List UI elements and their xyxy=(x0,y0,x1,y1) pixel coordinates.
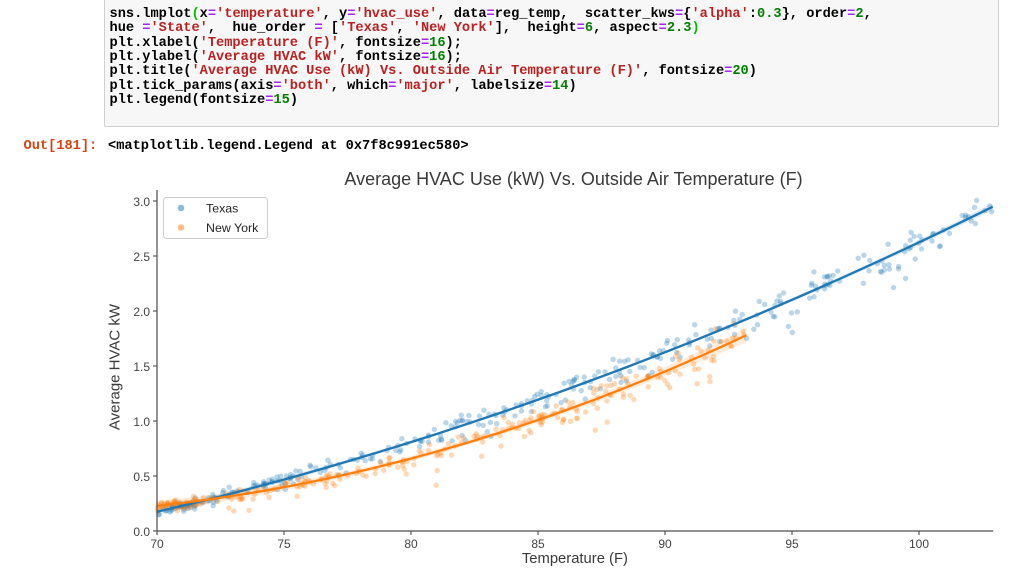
svg-text:80: 80 xyxy=(404,537,418,551)
svg-text:2.5: 2.5 xyxy=(133,250,150,264)
svg-text:New York: New York xyxy=(206,221,259,235)
svg-text:100: 100 xyxy=(909,537,929,551)
svg-text:70: 70 xyxy=(150,537,164,551)
svg-text:Temperature (F): Temperature (F) xyxy=(522,551,628,567)
svg-text:85: 85 xyxy=(531,537,545,551)
svg-text:1.5: 1.5 xyxy=(133,360,150,374)
svg-text:95: 95 xyxy=(785,537,799,551)
svg-text:Texas: Texas xyxy=(206,202,238,216)
svg-text:1.0: 1.0 xyxy=(133,415,150,429)
svg-text:2.0: 2.0 xyxy=(133,305,150,319)
svg-text:90: 90 xyxy=(658,537,672,551)
svg-text:75: 75 xyxy=(277,537,291,551)
svg-text:Average HVAC Use (kW) Vs. Outs: Average HVAC Use (kW) Vs. Outside Air Te… xyxy=(344,169,802,189)
svg-text:3.0: 3.0 xyxy=(133,195,150,209)
svg-text:0.5: 0.5 xyxy=(133,470,150,484)
svg-text:0.0: 0.0 xyxy=(133,525,150,539)
svg-text:Average HVAC kW: Average HVAC kW xyxy=(107,303,124,430)
